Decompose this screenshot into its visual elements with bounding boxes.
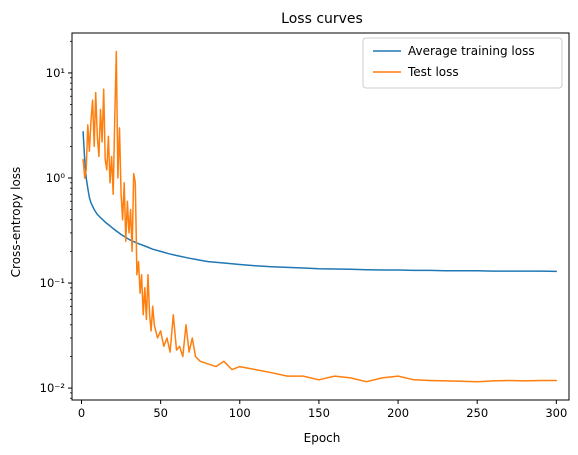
- x-tick-label: 100: [229, 406, 251, 420]
- series-line-test-loss: [82, 50, 558, 383]
- x-tick-label: 0: [78, 406, 85, 420]
- x-tick-label: 200: [387, 406, 409, 420]
- legend-box: [362, 37, 563, 89]
- x-tick-label: 50: [153, 406, 168, 420]
- x-tick-label: 250: [466, 406, 488, 420]
- legend-label-test: Test loss: [407, 65, 459, 79]
- axes-frame: [71, 32, 570, 401]
- legend: Average training loss Test loss: [362, 37, 563, 89]
- x-tick-label: 150: [308, 406, 330, 420]
- y-tick-label: 10⁻¹: [40, 276, 65, 290]
- y-axis-label: Cross-entropy loss: [9, 167, 23, 278]
- plot-area: [82, 50, 558, 383]
- y-tick-label: 10¹: [46, 66, 65, 80]
- x-axis-label: Epoch: [304, 431, 341, 445]
- y-tick-label: 10⁻²: [40, 381, 65, 395]
- x-tick-label: 300: [545, 406, 567, 420]
- series-line-training-loss: [82, 131, 558, 273]
- legend-label-training: Average training loss: [408, 44, 535, 58]
- y-tick-label: 10⁰: [46, 171, 66, 185]
- chart-title: Loss curves: [281, 11, 363, 27]
- axes: 0 50 100 150 200 250 300 10⁻² 10⁻¹ 10⁰ 10¹: [40, 40, 567, 420]
